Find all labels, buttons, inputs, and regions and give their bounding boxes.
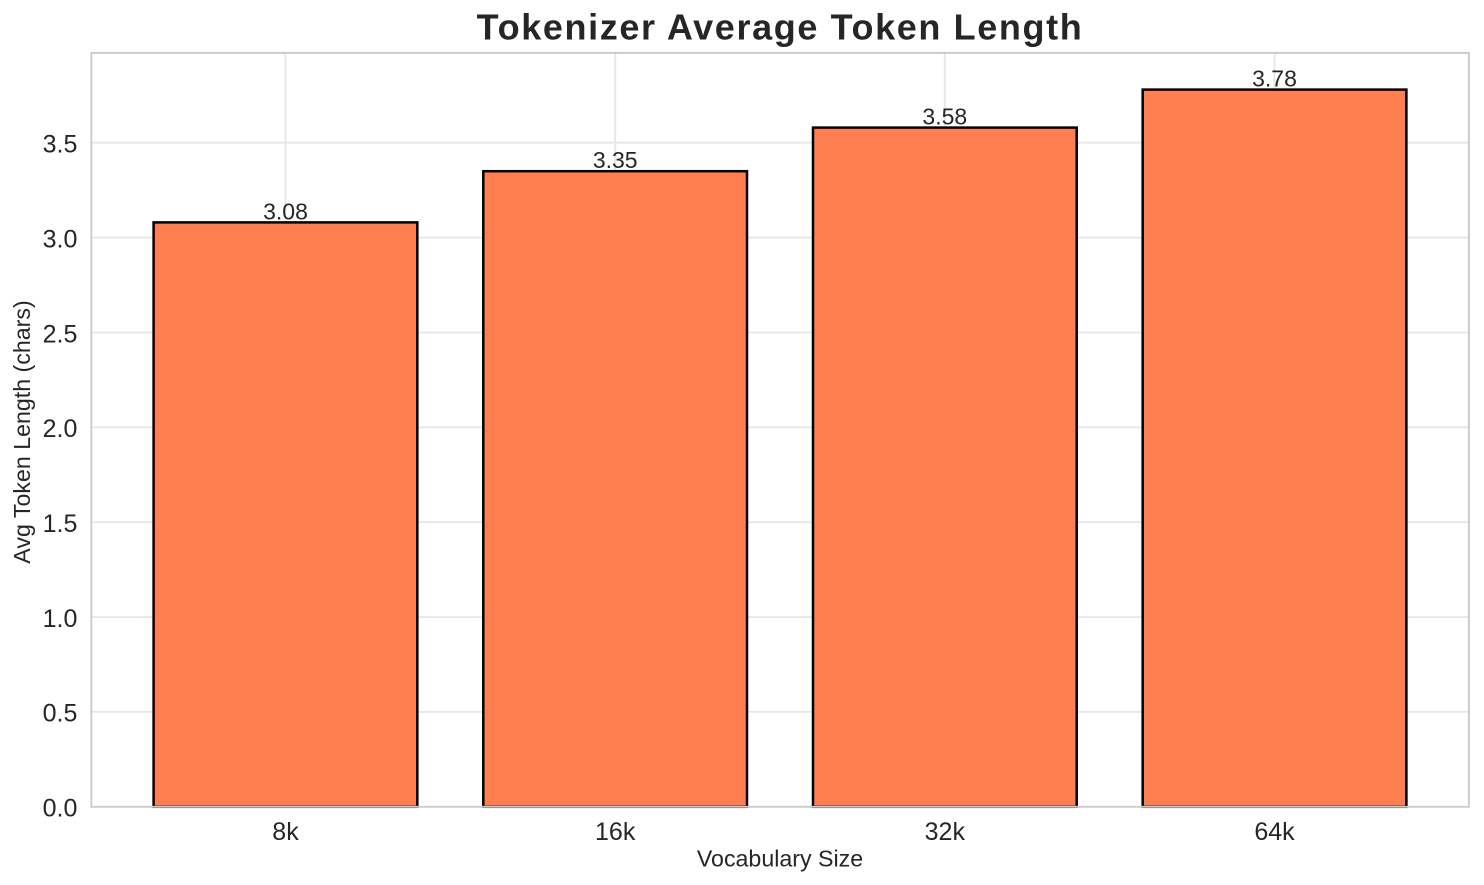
svg-text:3.5: 3.5 bbox=[43, 131, 78, 159]
svg-text:1.5: 1.5 bbox=[43, 510, 78, 538]
svg-text:64k: 64k bbox=[1254, 818, 1295, 846]
svg-text:3.35: 3.35 bbox=[593, 147, 638, 173]
svg-text:0.0: 0.0 bbox=[43, 794, 78, 822]
svg-text:Tokenizer Average Token Length: Tokenizer Average Token Length bbox=[477, 7, 1084, 48]
svg-text:32k: 32k bbox=[925, 818, 966, 846]
svg-text:3.58: 3.58 bbox=[922, 104, 967, 130]
svg-text:0.5: 0.5 bbox=[43, 700, 78, 728]
svg-text:Vocabulary Size: Vocabulary Size bbox=[697, 845, 863, 871]
svg-text:Avg Token Length (chars): Avg Token Length (chars) bbox=[9, 300, 35, 563]
svg-text:16k: 16k bbox=[595, 818, 636, 846]
svg-text:3.78: 3.78 bbox=[1252, 66, 1297, 92]
svg-text:2.5: 2.5 bbox=[43, 320, 78, 348]
svg-text:3.0: 3.0 bbox=[43, 225, 78, 253]
svg-text:8k: 8k bbox=[272, 818, 299, 846]
svg-text:3.08: 3.08 bbox=[263, 198, 308, 224]
svg-text:2.0: 2.0 bbox=[43, 415, 78, 443]
svg-text:1.0: 1.0 bbox=[43, 605, 78, 633]
